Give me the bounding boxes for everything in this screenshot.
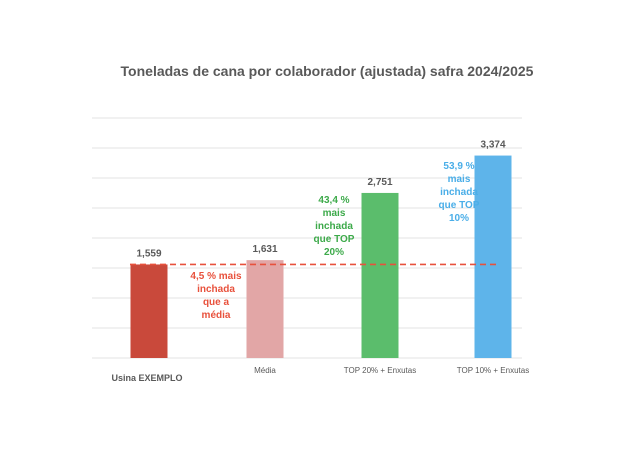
chart-title: Toneladas de cana por colaborador (ajust… xyxy=(121,63,534,79)
annotation-line: 43,4 % xyxy=(318,195,349,206)
category-label: TOP 10% + Enxutas xyxy=(457,366,529,375)
data-label: 1,559 xyxy=(136,248,161,259)
annotations: 4,5 % mais inchada que a média 43,4 % mais inc… xyxy=(190,161,479,321)
annotation-line: mais xyxy=(323,208,346,219)
bar xyxy=(361,192,399,358)
bars xyxy=(130,155,512,358)
annotation-line: média xyxy=(202,310,231,321)
bar xyxy=(474,155,512,358)
annotation-line: inchada xyxy=(315,221,353,232)
data-label: 2,751 xyxy=(367,177,392,188)
category-label: TOP 20% + Enxutas xyxy=(344,366,416,375)
annotation-line: que TOP xyxy=(439,200,480,211)
annotation-line: 53,9 % xyxy=(443,161,474,172)
bar xyxy=(246,260,284,358)
annotation-line: 10% xyxy=(449,213,469,224)
annotation-line: que TOP xyxy=(314,234,355,245)
data-labels: 1,559 1,631 2,751 3,374 xyxy=(136,140,505,260)
annotation-line: inchada xyxy=(197,284,235,295)
category-label: Média xyxy=(254,366,276,375)
data-label: 1,631 xyxy=(252,244,277,255)
bar xyxy=(130,264,168,358)
annotation-line: que a xyxy=(203,297,230,308)
annotation-line: inchada xyxy=(440,187,478,198)
annotation-line: 4,5 % mais xyxy=(190,271,242,282)
category-labels: Usina EXEMPLO Média TOP 20% + Enxutas TOP 1… xyxy=(111,366,529,383)
annotation-line: 20% xyxy=(324,247,344,258)
annotation-line: mais xyxy=(448,174,471,185)
category-label: Usina EXEMPLO xyxy=(111,373,182,383)
data-label: 3,374 xyxy=(480,140,505,151)
